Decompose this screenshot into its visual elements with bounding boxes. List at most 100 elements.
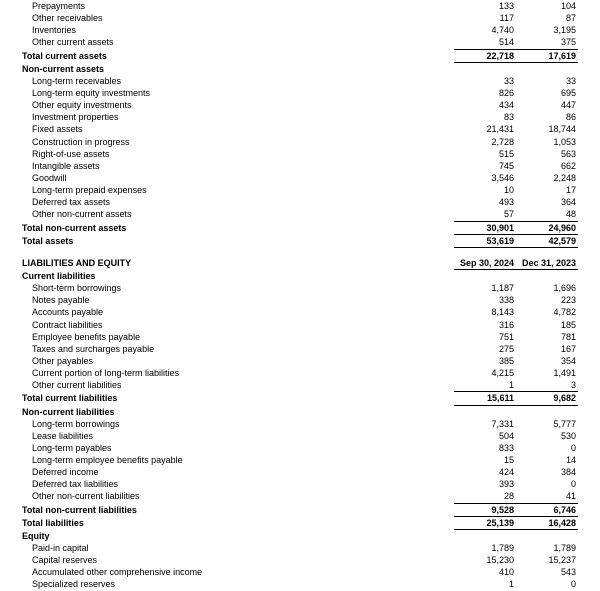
row-value-c1: 4,215 [454, 367, 516, 379]
row-label: Construction in progress [22, 136, 454, 148]
row-label: Fixed assets [22, 123, 454, 135]
line-item-row: Long-term receivables3333 [22, 75, 578, 87]
row-value-c1: 1,187 [454, 282, 516, 294]
row-label: Deferred tax assets [22, 196, 454, 208]
row-value-c2: 33 [516, 75, 578, 87]
row-label: Long-term payables [22, 442, 454, 454]
row-value-c2: 3 [516, 379, 578, 391]
row-value-c1: 338 [454, 294, 516, 306]
row-value-c1: 22,718 [454, 49, 516, 63]
row-value-c1: 21,431 [454, 123, 516, 135]
row-value-c2: 16,428 [516, 516, 578, 530]
line-item-row: Deferred income424384 [22, 466, 578, 478]
row-label: Deferred income [22, 466, 454, 478]
row-value-c2: 167 [516, 343, 578, 355]
row-value-c2: 1,789 [516, 542, 578, 554]
row-label: Investment properties [22, 111, 454, 123]
row-label: Other current assets [22, 36, 454, 48]
total-liabilities-row: Total liabilities 25,139 16,428 [22, 516, 578, 530]
row-value-c1: 393 [454, 478, 516, 490]
row-label: Total non-current assets [22, 222, 454, 234]
row-value-c1: 424 [454, 466, 516, 478]
line-item-row: Employee benefits payable751781 [22, 331, 578, 343]
row-value-c1: 28 [454, 490, 516, 502]
row-value-c1: 1 [454, 379, 516, 391]
column-header-c2: Dec 31, 2023 [516, 257, 578, 270]
line-item-row: Construction in progress2,7281,053 [22, 136, 578, 148]
row-label: Long-term borrowings [22, 418, 454, 430]
row-label: Total assets [22, 235, 454, 247]
row-value-c2: 1,053 [516, 136, 578, 148]
row-value-c2: 384 [516, 466, 578, 478]
row-label: Intangible assets [22, 160, 454, 172]
row-value-c1: 514 [454, 36, 516, 48]
line-item-row: Other payables385354 [22, 355, 578, 367]
row-label: Long-term prepaid expenses [22, 184, 454, 196]
row-value-c2: 2,248 [516, 172, 578, 184]
line-item-row: Contract liabilities316185 [22, 319, 578, 331]
total-current-liabilities-row: Total current liabilities 15,611 9,682 [22, 391, 578, 405]
row-value-c2: 24,960 [516, 221, 578, 234]
row-value-c2: 0 [516, 478, 578, 490]
row-label: Capital reserves [22, 554, 454, 566]
row-value-c2: 17,619 [516, 49, 578, 63]
row-value-c2: 354 [516, 355, 578, 367]
row-label: Contract liabilities [22, 319, 454, 331]
line-item-row: Deferred tax assets493364 [22, 196, 578, 208]
row-value-c2: 543 [516, 566, 578, 578]
line-item-row: Deferred tax liabilities3930 [22, 478, 578, 490]
row-label: Specialized reserves [22, 578, 454, 590]
line-item-row: Short-term borrowings1,1871,696 [22, 282, 578, 294]
row-value-c2: 0 [516, 442, 578, 454]
total-non-current-assets-row: Total non-current assets 30,901 24,960 [22, 221, 578, 234]
row-label: Goodwill [22, 172, 454, 184]
line-item-row: Paid-in capital1,7891,789 [22, 542, 578, 554]
row-value-c1: 15,611 [454, 391, 516, 405]
row-label: Other equity investments [22, 99, 454, 111]
row-label: Accounts payable [22, 306, 454, 318]
line-item-row: Notes payable338223 [22, 294, 578, 306]
row-value-c1: 385 [454, 355, 516, 367]
row-value-c2: 104 [516, 0, 578, 12]
row-value-c1: 1,789 [454, 542, 516, 554]
row-value-c2: 17 [516, 184, 578, 196]
line-item-row: Accounts payable8,1434,782 [22, 306, 578, 318]
row-label: Long-term receivables [22, 75, 454, 87]
row-value-c1: 10 [454, 184, 516, 196]
row-value-c2: 0 [516, 578, 578, 590]
non-current-assets-header: Non-current assets [22, 63, 578, 75]
row-label: Total non-current liabilities [22, 504, 454, 516]
line-item-row: Capital reserves15,23015,237 [22, 554, 578, 566]
line-item-row: Long-term payables8330 [22, 442, 578, 454]
column-header-c1: Sep 30, 2024 [454, 257, 516, 270]
row-label: Lease liabilities [22, 430, 454, 442]
line-item-row: Fixed assets21,43118,744 [22, 123, 578, 135]
row-value-c2: 1,491 [516, 367, 578, 379]
row-label: Other receivables [22, 12, 454, 24]
row-label: Inventories [22, 24, 454, 36]
row-value-c1: 826 [454, 87, 516, 99]
line-item-row: Right-of-use assets515563 [22, 148, 578, 160]
row-value-c1: 3,546 [454, 172, 516, 184]
row-value-c1: 117 [454, 12, 516, 24]
line-item-row: Other current liabilities13 [22, 379, 578, 391]
line-item-row: Long-term equity investments826695 [22, 87, 578, 99]
line-item-row: Long-term prepaid expenses1017 [22, 184, 578, 196]
row-value-c1: 15 [454, 454, 516, 466]
line-item-row: Intangible assets745662 [22, 160, 578, 172]
row-value-c1: 493 [454, 196, 516, 208]
row-value-c1: 410 [454, 566, 516, 578]
line-item-row: Other receivables11787 [22, 12, 578, 24]
equity-header: Equity [22, 530, 578, 542]
row-label: Total current liabilities [22, 392, 454, 404]
row-value-c1: 83 [454, 111, 516, 123]
line-item-row: Long-term borrowings7,3315,777 [22, 418, 578, 430]
row-value-c2: 6,746 [516, 503, 578, 516]
row-value-c1: 2,728 [454, 136, 516, 148]
row-value-c2: 563 [516, 148, 578, 160]
row-value-c1: 7,331 [454, 418, 516, 430]
line-item-row: Investment properties8386 [22, 111, 578, 123]
row-value-c1: 33 [454, 75, 516, 87]
row-label: Prepayments [22, 0, 454, 12]
row-value-c2: 695 [516, 87, 578, 99]
